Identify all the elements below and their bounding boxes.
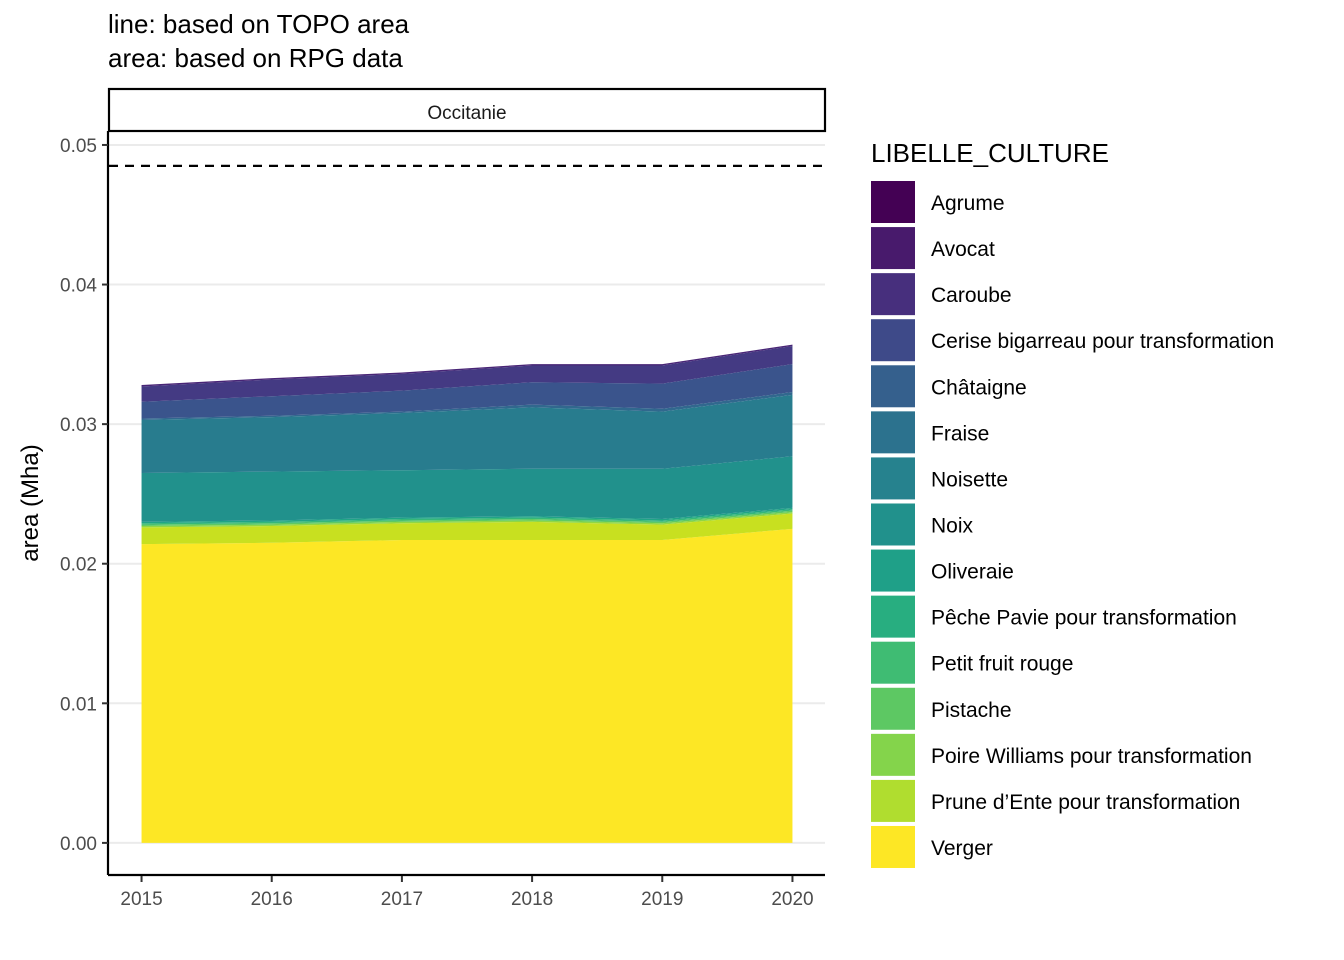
y-tick-label-1: 0.01 — [60, 694, 97, 715]
x-tick-label-3: 2018 — [511, 889, 553, 910]
stacked-areas — [141, 344, 793, 843]
legend-label-agrume: Agrume — [931, 192, 1005, 215]
legend-label-oliveraie: Oliveraie — [931, 561, 1014, 584]
legend: Agrume Avocat Caroube Cerise bigarreau pour… — [871, 181, 1274, 868]
x-tick-label-2: 2017 — [381, 889, 423, 910]
area-fraise — [141, 364, 793, 419]
legend-label-noix: Noix — [931, 514, 974, 537]
legend-swatch-pistache — [871, 687, 915, 730]
y-axis-ticks: 0.00 0.01 0.02 0.03 0.04 0.05 — [60, 136, 108, 855]
legend-label-verger: Verger — [931, 837, 993, 860]
x-tick-label-1: 2016 — [251, 889, 293, 910]
area-peche-pavie-pour-transformation — [141, 507, 793, 524]
area-noisette — [141, 392, 793, 420]
legend-swatch-petit-fruit-rouge — [871, 641, 915, 684]
area-prune-d-ente-pour-transformation — [141, 513, 793, 545]
legend-label-noisette: Noisette — [931, 468, 1008, 491]
legend-swatch-poire-williams-pour-transformation — [871, 733, 915, 776]
legend-label-petit-fruit-rouge: Petit fruit rouge — [931, 653, 1073, 676]
legend-title: LIBELLE_CULTURE — [871, 138, 1109, 168]
facet-strip — [107, 87, 827, 133]
legend-label-cerise-bigarreau-pour-transformation: Cerise bigarreau pour transformation — [931, 330, 1274, 353]
x-tick-label-0: 2015 — [120, 889, 162, 910]
area-pistache — [141, 510, 793, 527]
legend-swatch-verger — [871, 825, 915, 868]
legend-swatch-prune-d-ente-pour-transformation — [871, 779, 915, 822]
legend-swatch-fraise — [871, 411, 915, 454]
legend-label-fraise: Fraise — [931, 422, 989, 445]
y-axis-title: area (Mha) — [17, 444, 44, 561]
legend-swatch-caroube — [871, 273, 915, 316]
x-tick-label-5: 2020 — [771, 889, 813, 910]
area-oliveraie — [141, 456, 793, 522]
area-noix — [141, 394, 793, 473]
legend-swatch-noisette — [871, 457, 915, 500]
area-petit-fruit-rouge — [141, 509, 793, 525]
legend-label-pistache: Pistache — [931, 699, 1012, 722]
legend-label-caroube: Caroube — [931, 284, 1012, 307]
legend-label-peche-pavie-pour-transformation: Pêche Pavie pour transformation — [931, 607, 1237, 630]
area-cerise-bigarreau-pour-transformation — [141, 344, 793, 387]
legend-swatch-noix — [871, 503, 915, 546]
y-tick-label-0: 0.00 — [60, 834, 97, 855]
legend-swatch-chataigne — [871, 365, 915, 408]
legend-label-avocat: Avocat — [931, 238, 995, 261]
title-line-2: area: based on RPG data — [108, 43, 403, 73]
x-tick-label-4: 2019 — [641, 889, 683, 910]
legend-label-chataigne: Châtaigne — [931, 376, 1027, 399]
legend-swatch-oliveraie — [871, 549, 915, 592]
legend-swatch-cerise-bigarreau-pour-transformation — [871, 319, 915, 362]
y-tick-label-2: 0.02 — [60, 555, 97, 576]
legend-swatch-agrume — [871, 181, 915, 223]
area-verger — [141, 528, 793, 843]
legend-swatch-peche-pavie-pour-transformation — [871, 595, 915, 638]
legend-label-prune-d-ente-pour-transformation: Prune d’Ente pour transformation — [931, 791, 1240, 814]
y-tick-label-3: 0.03 — [60, 415, 97, 436]
area-chataigne — [141, 345, 793, 402]
title-line-1: line: based on TOPO area — [108, 9, 410, 39]
facet-strip-label: Occitanie — [427, 103, 506, 124]
area-poire-williams-pour-transformation — [141, 512, 793, 528]
y-tick-label-5: 0.05 — [60, 136, 97, 157]
y-tick-label-4: 0.04 — [60, 276, 97, 297]
legend-label-poire-williams-pour-transformation: Poire Williams pour transformation — [931, 745, 1252, 768]
legend-swatch-avocat — [871, 227, 915, 270]
x-axis-ticks: 2015 2016 2017 2018 2019 2020 — [120, 876, 814, 910]
